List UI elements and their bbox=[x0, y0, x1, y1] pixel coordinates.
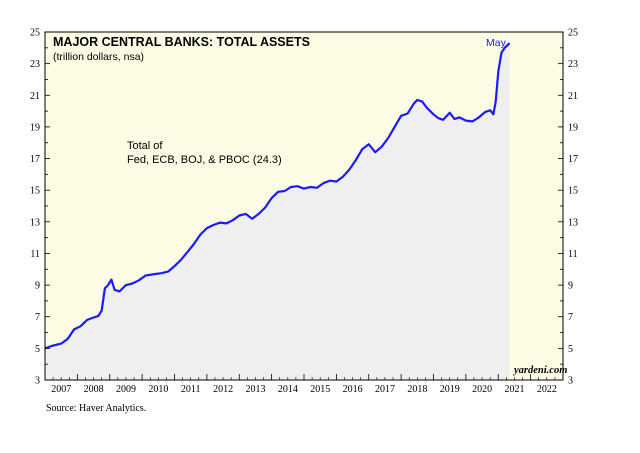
x-tick-label: 2018 bbox=[407, 384, 427, 395]
x-tick-label: 2019 bbox=[440, 384, 460, 395]
y-tick-label-left: 9 bbox=[35, 281, 40, 292]
series-area bbox=[45, 43, 510, 380]
x-tick-label: 2017 bbox=[375, 384, 395, 395]
y-tick-label-left: 7 bbox=[35, 312, 40, 323]
x-tick-label: 2009 bbox=[116, 384, 136, 395]
y-tick-label-left: 13 bbox=[30, 217, 40, 228]
x-tick-label: 2011 bbox=[181, 384, 201, 395]
x-tick-label: 2008 bbox=[84, 384, 104, 395]
y-tick-label-left: 15 bbox=[30, 186, 40, 197]
end-label: May bbox=[486, 37, 507, 49]
y-tick-label-right: 7 bbox=[568, 312, 573, 323]
y-tick-label-right: 3 bbox=[568, 376, 573, 387]
y-tick-label-right: 9 bbox=[568, 281, 573, 292]
chart-subtitle: (trillion dollars, nsa) bbox=[53, 51, 144, 63]
y-tick-label-right: 23 bbox=[568, 59, 578, 70]
y-tick-label-right: 5 bbox=[568, 344, 573, 355]
left-axis: 3 5 7 9 11 13 15 17 19 21 23 25 bbox=[30, 28, 50, 387]
y-tick-label-left: 3 bbox=[35, 376, 40, 387]
y-tick-label-left: 25 bbox=[30, 28, 40, 39]
source-note: Source: Haver Analytics. bbox=[46, 403, 147, 414]
y-tick-label-left: 21 bbox=[30, 91, 40, 102]
y-tick-label-right: 15 bbox=[568, 186, 578, 197]
x-tick-label: 2007 bbox=[51, 384, 71, 395]
y-tick-label-left: 23 bbox=[30, 59, 40, 70]
x-tick-label: 2021 bbox=[504, 384, 524, 395]
y-tick-label-left: 5 bbox=[35, 344, 40, 355]
y-tick-label-right: 11 bbox=[568, 249, 578, 260]
y-tick-label-right: 19 bbox=[568, 122, 578, 133]
x-tick-label: 2014 bbox=[278, 384, 298, 395]
x-axis: 2007 2008 2009 2010 2011 2012 2013 2014 2015 2016… bbox=[44, 374, 564, 395]
x-tick-label: 2012 bbox=[213, 384, 233, 395]
line-layer bbox=[44, 42, 511, 350]
y-tick-label-left: 17 bbox=[30, 154, 40, 165]
right-axis: 3 5 7 9 11 13 15 17 19 21 23 25 bbox=[558, 28, 578, 387]
y-tick-label-right: 17 bbox=[568, 154, 578, 165]
x-tick-label: 2020 bbox=[472, 384, 492, 395]
area-layer bbox=[45, 43, 510, 380]
chart-title: MAJOR CENTRAL BANKS: TOTAL ASSETS bbox=[53, 35, 310, 49]
y-tick-label-right: 25 bbox=[568, 28, 578, 39]
annotation-line-2: Fed, ECB, BOJ, & PBOC (24.3) bbox=[127, 154, 282, 166]
x-tick-label: 2015 bbox=[310, 384, 330, 395]
y-tick-label-right: 13 bbox=[568, 217, 578, 228]
y-tick-label-left: 11 bbox=[30, 249, 40, 260]
x-tick-label: 2013 bbox=[245, 384, 265, 395]
y-tick-label-left: 19 bbox=[30, 122, 40, 133]
y-tick-label-right: 21 bbox=[568, 91, 578, 102]
brand-label: yardeni.com bbox=[512, 365, 567, 376]
x-tick-label: 2010 bbox=[148, 384, 168, 395]
x-tick-label: 2016 bbox=[343, 384, 363, 395]
series-line bbox=[44, 42, 511, 350]
x-tick-label: 2022 bbox=[537, 384, 557, 395]
annotation-line-1: Total of bbox=[127, 140, 163, 152]
